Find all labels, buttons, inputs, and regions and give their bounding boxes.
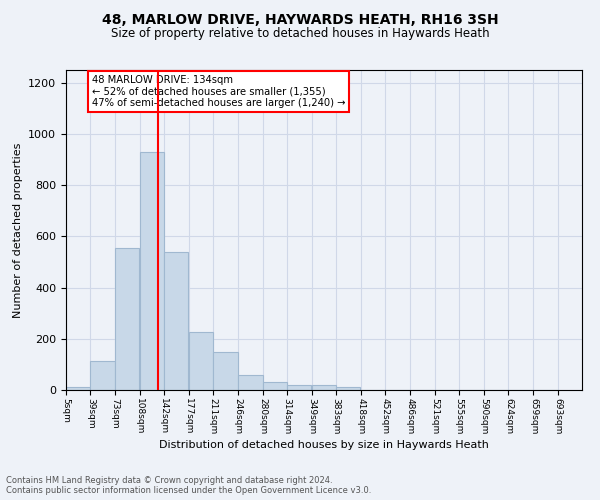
Bar xyxy=(238,375,263,390)
Bar xyxy=(115,248,139,390)
Bar xyxy=(312,385,336,390)
Text: Contains HM Land Registry data © Crown copyright and database right 2024.
Contai: Contains HM Land Registry data © Crown c… xyxy=(6,476,371,495)
Y-axis label: Number of detached properties: Number of detached properties xyxy=(13,142,23,318)
Bar xyxy=(263,382,287,390)
Bar xyxy=(66,388,90,390)
Text: 48 MARLOW DRIVE: 134sqm
← 52% of detached houses are smaller (1,355)
47% of semi: 48 MARLOW DRIVE: 134sqm ← 52% of detache… xyxy=(92,75,346,108)
X-axis label: Distribution of detached houses by size in Haywards Heath: Distribution of detached houses by size … xyxy=(159,440,489,450)
Bar xyxy=(336,388,361,390)
Bar xyxy=(140,152,164,390)
Text: 48, MARLOW DRIVE, HAYWARDS HEATH, RH16 3SH: 48, MARLOW DRIVE, HAYWARDS HEATH, RH16 3… xyxy=(101,12,499,26)
Bar xyxy=(90,360,115,390)
Text: Size of property relative to detached houses in Haywards Heath: Size of property relative to detached ho… xyxy=(110,28,490,40)
Bar xyxy=(213,352,238,390)
Bar xyxy=(189,332,213,390)
Bar xyxy=(287,385,311,390)
Bar xyxy=(164,252,188,390)
